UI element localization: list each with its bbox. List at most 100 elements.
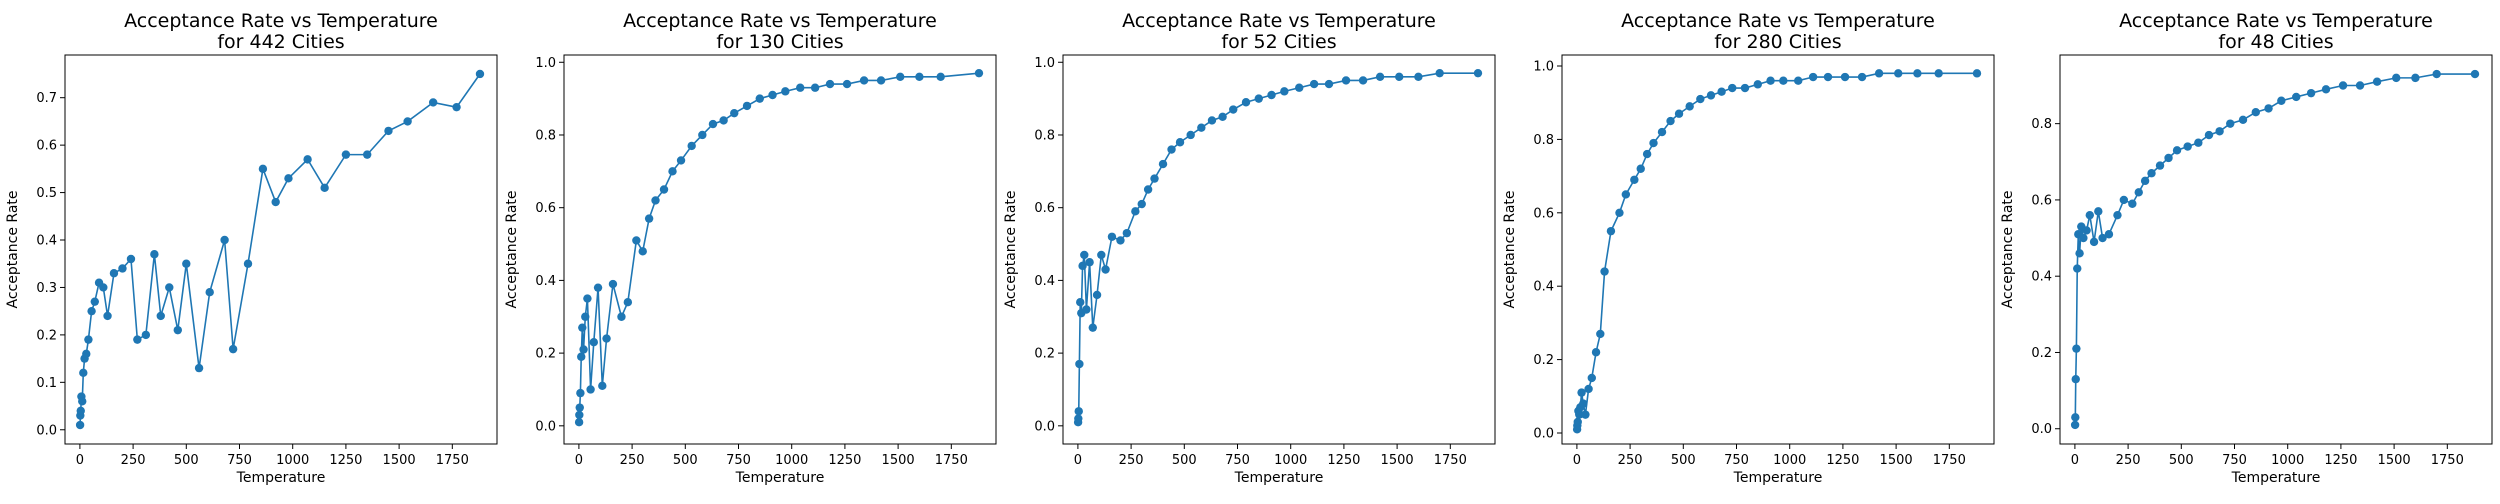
y-tick-label: 0.6 <box>36 139 57 154</box>
data-point <box>730 108 739 118</box>
data-point <box>632 236 641 245</box>
data-point <box>781 87 790 96</box>
data-point <box>2215 127 2224 136</box>
data-point <box>608 279 618 289</box>
chart-title-line: Acceptance Rate vs Temperature <box>623 10 937 32</box>
x-tick-label: 1500 <box>383 453 416 468</box>
data-point <box>1728 83 1737 93</box>
x-tick-label: 0 <box>76 453 84 468</box>
data-point <box>1779 76 1788 85</box>
plot-frame <box>563 54 997 445</box>
data-point <box>1596 329 1605 339</box>
chart-2: Acceptance Rate vs Temperature for 130 Ci… <box>504 10 997 486</box>
data-point <box>205 288 214 297</box>
x-tick-label: 250 <box>620 453 645 468</box>
data-point <box>1267 90 1276 100</box>
x-tick-label: 1000 <box>276 453 309 468</box>
data-point <box>2104 230 2114 239</box>
y-tick-label: 0.4 <box>535 274 556 289</box>
x-tick-label: 0 <box>1573 453 1581 468</box>
data-point <box>2113 210 2122 220</box>
data-point <box>428 98 438 107</box>
data-point <box>2075 249 2084 258</box>
y-axis-label: Acceptance Rate <box>5 190 21 308</box>
data-point <box>1082 305 1091 314</box>
chart-title: Acceptance Rate vs Temperature for 280 Ci… <box>1621 10 1935 53</box>
data-point <box>2292 92 2301 102</box>
chart-title-line: for 280 Cities <box>1714 31 1841 53</box>
data-point <box>475 69 485 79</box>
data-point <box>228 344 238 354</box>
data-point <box>593 283 603 292</box>
data-point <box>1074 414 1083 423</box>
data-point <box>644 214 654 223</box>
y-tick-label: 0.0 <box>535 419 556 434</box>
data-point <box>617 312 626 321</box>
x-tick-label: 500 <box>1671 453 1696 468</box>
data-point <box>303 155 312 164</box>
data-point <box>150 250 159 259</box>
y-tick-label: 0.0 <box>1034 419 1055 434</box>
data-point <box>1101 265 1110 274</box>
y-tick-label: 0.8 <box>1533 133 1554 148</box>
y-tick-label: 0.4 <box>1533 280 1554 295</box>
data-point <box>1254 94 1263 103</box>
x-tick-label: 1750 <box>1933 453 1966 468</box>
y-tick-label: 0.2 <box>1034 347 1055 362</box>
y-tick-label: 0.4 <box>36 234 57 249</box>
data-point <box>2089 237 2099 247</box>
plot-frame <box>64 54 498 445</box>
data-point <box>78 397 87 406</box>
data-point <box>1143 185 1153 194</box>
data-point <box>1473 68 1483 78</box>
data-point <box>2134 188 2143 197</box>
data-point <box>2251 108 2260 117</box>
x-tick-label: 250 <box>1618 453 1643 468</box>
x-tick-label: 1500 <box>1880 453 1913 468</box>
data-point <box>126 254 136 264</box>
series-line <box>79 73 481 426</box>
y-tick-label: 0.6 <box>535 201 556 216</box>
x-tick-label: 0 <box>2071 453 2079 468</box>
x-tick-label: 1000 <box>1274 453 1307 468</box>
data-point <box>2082 226 2091 235</box>
data-point <box>1972 69 1982 78</box>
data-point <box>1766 76 1775 85</box>
data-point <box>578 323 587 332</box>
x-tick-label: 750 <box>1225 453 1250 468</box>
data-point <box>2147 169 2156 178</box>
data-point <box>602 334 611 343</box>
data-point <box>1088 323 1097 332</box>
y-tick-label: 0.8 <box>1034 128 1055 143</box>
data-point <box>659 185 669 194</box>
data-point <box>79 368 88 378</box>
y-tick-label: 1.0 <box>535 56 556 71</box>
data-point <box>156 311 165 321</box>
data-point <box>574 417 584 427</box>
data-point <box>109 269 119 278</box>
data-point <box>2264 104 2273 113</box>
data-point <box>687 141 696 151</box>
chart-3: Acceptance Rate vs Temperature for 52 Cit… <box>1003 10 1496 486</box>
x-tick-label: 500 <box>2169 453 2194 468</box>
data-point <box>1894 69 1903 78</box>
data-point <box>1167 145 1176 154</box>
y-tick-label: 0.3 <box>36 281 57 296</box>
data-point <box>1207 116 1217 125</box>
data-point <box>99 283 108 292</box>
data-point <box>598 381 607 391</box>
data-point <box>284 174 293 183</box>
data-point <box>1606 226 1616 236</box>
data-point <box>1122 228 1132 238</box>
data-point <box>1414 72 1423 82</box>
data-point <box>1696 94 1705 104</box>
data-point <box>84 335 93 344</box>
data-point <box>243 259 253 268</box>
data-point <box>1341 76 1351 85</box>
data-point <box>1280 87 1289 96</box>
chart-title-line: for 52 Cities <box>1221 31 1336 53</box>
data-point <box>1395 72 1404 82</box>
data-point <box>2372 77 2382 86</box>
data-point <box>118 264 127 273</box>
